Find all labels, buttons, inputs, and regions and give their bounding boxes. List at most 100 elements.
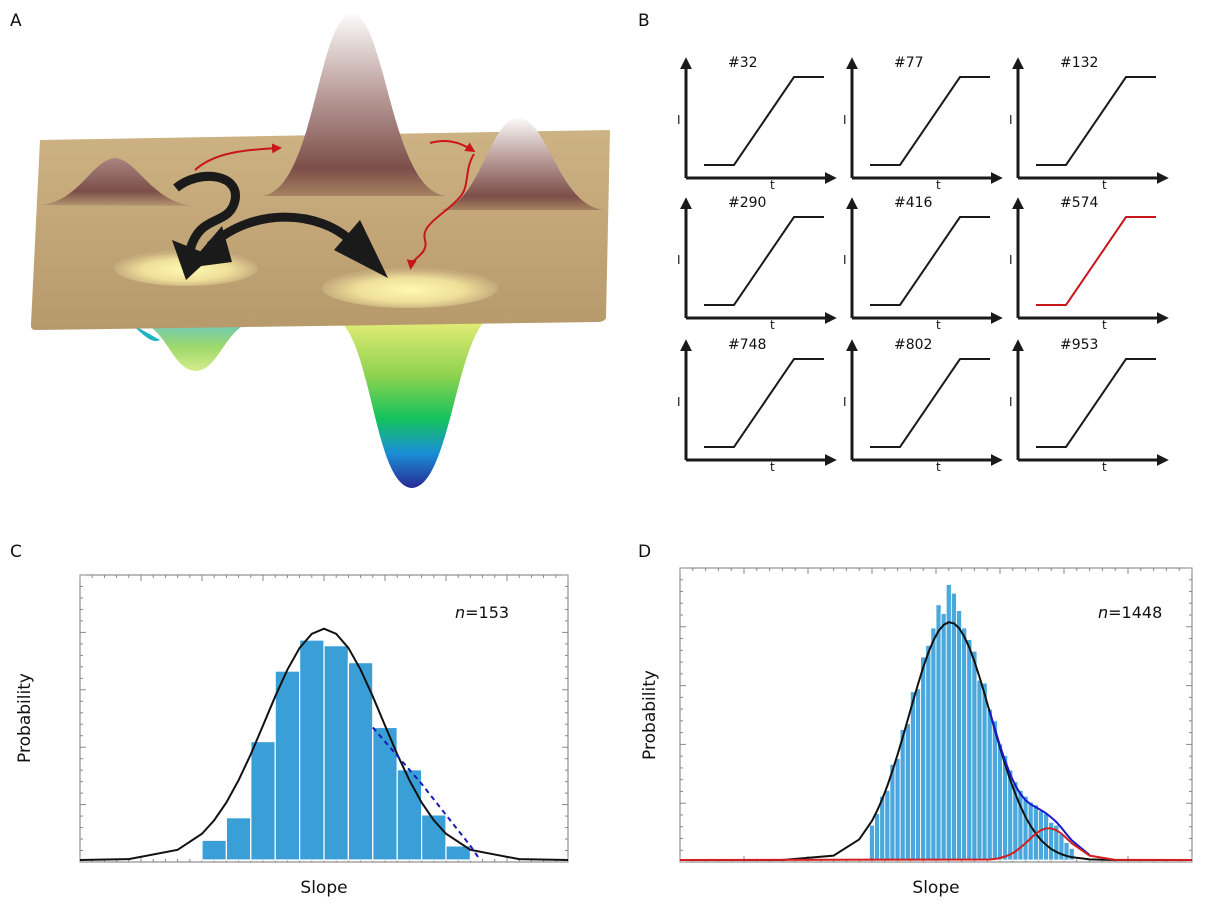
annotation-value: =153 <box>465 603 509 622</box>
red-arrow <box>406 153 475 270</box>
trace-label: #748 <box>728 337 766 353</box>
funnel-small <box>140 322 250 371</box>
bar <box>991 720 998 861</box>
y-axis-label: I <box>1009 113 1013 127</box>
panel-label: B <box>638 11 650 31</box>
y-axis-title: Probability <box>640 670 660 760</box>
histogram-panel: n=153 Slope Probability <box>15 574 569 898</box>
y-axis-title: Probability <box>15 673 35 763</box>
trace <box>704 216 824 306</box>
black-arrowhead <box>186 226 232 268</box>
bar <box>945 584 952 861</box>
y-axis-label: I <box>843 113 847 127</box>
x-axis-label: t <box>936 460 941 474</box>
y-axis-label: I <box>1009 253 1013 267</box>
bar <box>347 661 374 861</box>
trace-grid: #32tI#77tI#132tI#290tI#416tI#574tI#748tI… <box>677 55 1169 474</box>
bar <box>976 679 983 861</box>
bar <box>421 814 447 861</box>
bar <box>396 769 423 861</box>
trace-label: #132 <box>1060 55 1098 71</box>
trace <box>1036 216 1156 306</box>
x-axis-label: t <box>770 318 775 332</box>
well-right <box>322 268 498 308</box>
trace-label: #77 <box>894 55 924 71</box>
trace <box>1036 358 1156 448</box>
trace-label: #32 <box>728 55 758 71</box>
x-axis-title: Slope <box>912 878 959 898</box>
bar <box>874 813 881 861</box>
bar <box>274 670 301 861</box>
x-axis-label: t <box>936 318 941 332</box>
bar <box>445 845 471 861</box>
x-axis-label: t <box>770 178 775 192</box>
bar <box>997 743 1003 861</box>
fit-curve <box>79 627 569 861</box>
fit-curve <box>372 726 481 861</box>
bar <box>950 592 957 861</box>
hill-right <box>440 118 604 210</box>
bar <box>961 627 968 861</box>
trace <box>704 76 824 166</box>
x-axis-label: t <box>770 460 775 474</box>
bar <box>869 824 875 861</box>
bar <box>1043 813 1050 861</box>
black-arrowhead <box>172 240 212 280</box>
y-axis-label: I <box>677 113 681 127</box>
bar <box>935 604 942 861</box>
panel-label: D <box>638 542 651 562</box>
annotation: n=153 <box>455 603 509 622</box>
black-arrow <box>173 171 240 252</box>
annotation-variable: n <box>455 603 465 622</box>
bar <box>920 656 927 861</box>
black-arrowhead <box>334 220 388 278</box>
bar <box>1063 842 1070 861</box>
bar <box>250 740 276 861</box>
trace <box>704 358 824 448</box>
trace-label: #574 <box>1060 195 1099 211</box>
bar <box>1022 795 1029 861</box>
bar <box>299 639 325 861</box>
x-axis-label: t <box>1102 460 1107 474</box>
annotation: n=1448 <box>1098 603 1162 622</box>
bar <box>1038 810 1044 861</box>
bar <box>1058 833 1065 861</box>
histogram-panel: n=1448 Slope Probability <box>640 567 1193 898</box>
bar <box>201 839 227 861</box>
trace <box>870 76 990 166</box>
annotation-variable: n <box>1098 603 1108 622</box>
black-arrow <box>206 212 354 250</box>
bar <box>925 645 932 861</box>
bar <box>910 691 916 861</box>
bar <box>986 708 993 861</box>
y-axis-label: I <box>1009 395 1013 409</box>
bar <box>899 729 906 861</box>
trace <box>870 358 990 448</box>
red-arrow <box>429 140 476 153</box>
hill-center <box>262 14 446 196</box>
bar <box>904 723 911 861</box>
energy-landscape <box>30 14 611 488</box>
x-axis-label: t <box>936 178 941 192</box>
funnel-large <box>330 314 496 488</box>
bar <box>894 758 901 861</box>
bar <box>884 790 891 861</box>
bar <box>1027 801 1034 861</box>
x-axis-label: t <box>1102 318 1107 332</box>
trace-label: #953 <box>1060 337 1098 353</box>
fit-curve <box>679 827 1193 861</box>
x-axis-label: t <box>1102 178 1107 192</box>
y-axis-label: I <box>843 395 847 409</box>
hill-left <box>42 158 192 206</box>
bar <box>323 645 349 861</box>
bar <box>956 610 962 861</box>
x-axis-title: Slope <box>300 878 347 898</box>
trace <box>1036 76 1156 166</box>
bar <box>879 795 886 861</box>
bar <box>971 650 978 861</box>
bar <box>940 613 947 861</box>
fit-curve <box>988 711 1091 856</box>
annotation-value: =1448 <box>1108 603 1162 622</box>
trace-label: #802 <box>894 337 932 353</box>
bar <box>225 817 252 861</box>
